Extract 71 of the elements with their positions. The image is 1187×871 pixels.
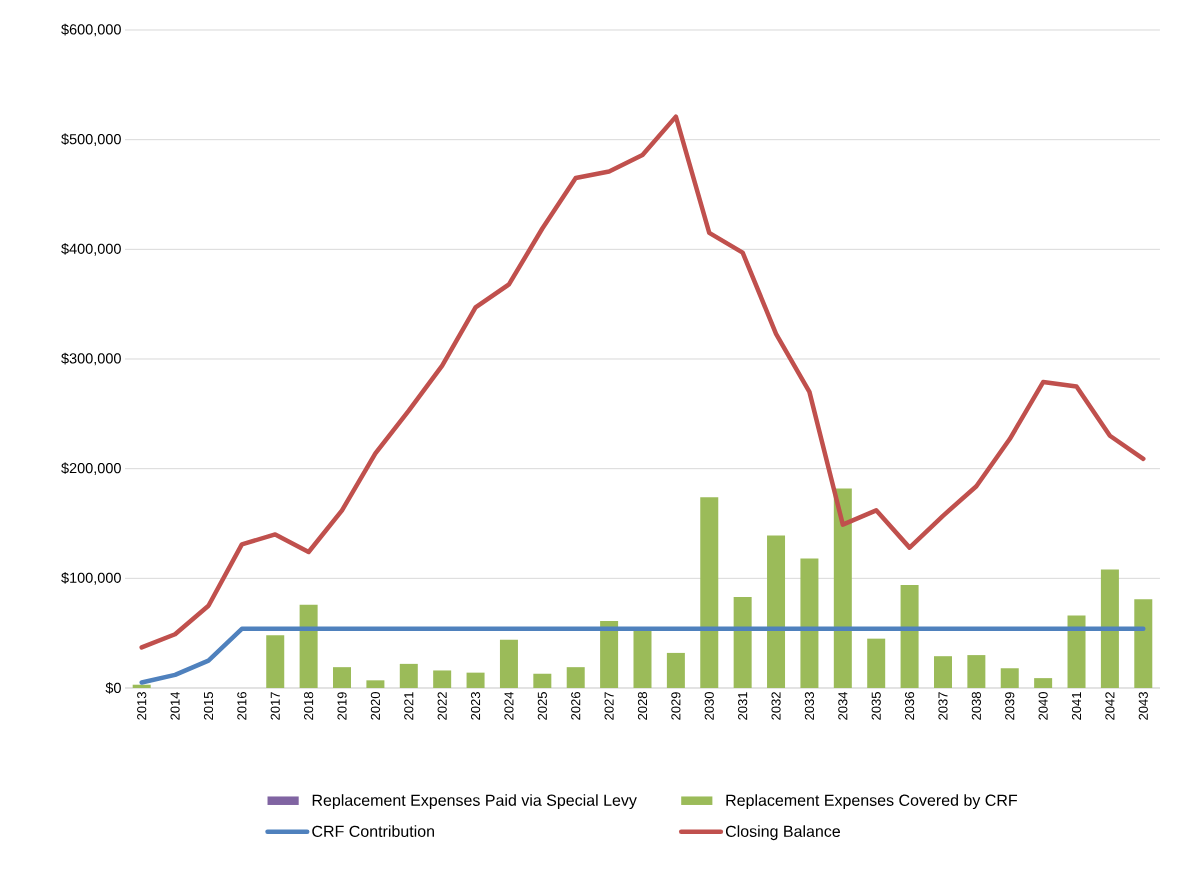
x-tick-label: 2031 — [738, 692, 748, 720]
x-tick-label: 2035 — [871, 692, 881, 720]
bar — [266, 635, 285, 688]
line-series — [139, 114, 1146, 650]
x-tick-label: 2032 — [771, 692, 781, 720]
y-tick-label: $500,000 — [61, 133, 121, 146]
bar — [833, 488, 852, 688]
x-tick-label: 2017 — [270, 692, 280, 720]
x-tick-label: 2042 — [1105, 692, 1115, 720]
x-tick-label: 2024 — [504, 691, 514, 720]
x-tick-label: 2026 — [571, 692, 581, 720]
x-tick-label: 2018 — [304, 692, 314, 720]
y-tick-label: $0 — [105, 682, 121, 694]
x-tick-label: 2013 — [137, 692, 147, 720]
bar — [1100, 569, 1119, 688]
x-tick-label: 2022 — [437, 692, 447, 720]
x-tick-label: 2033 — [804, 692, 815, 720]
x-tick-label: 2021 — [404, 692, 414, 720]
x-tick-label: 2043 — [1138, 692, 1148, 720]
x-tick-label: 2036 — [904, 692, 915, 720]
bar — [433, 670, 452, 688]
x-tick-label: 2028 — [637, 692, 648, 720]
x-tick-label: 2034 — [838, 691, 848, 720]
bar — [666, 652, 685, 688]
legend-label: CRF Contribution — [312, 825, 434, 837]
bar — [633, 630, 652, 688]
bar — [900, 584, 919, 688]
x-tick-label: 2037 — [938, 692, 948, 720]
legend-label: Closing Balance — [725, 825, 841, 841]
y-tick-label: $300,000 — [61, 352, 121, 366]
bar — [566, 667, 585, 688]
x-tick-label: 2027 — [604, 692, 614, 720]
x-tick-label: 2041 — [1071, 692, 1082, 720]
bar — [299, 604, 318, 688]
x-tick-label: 2015 — [203, 692, 214, 720]
bar — [1000, 668, 1019, 688]
x-tick-label: 2039 — [1005, 692, 1015, 720]
bar — [1067, 615, 1086, 688]
y-tick-label: $100,000 — [61, 572, 121, 585]
bar — [700, 497, 719, 688]
bar — [1034, 678, 1053, 688]
y-tick-label: $400,000 — [61, 243, 121, 256]
bar — [733, 596, 752, 688]
bar — [800, 558, 819, 688]
legend-label: Replacement Expenses Covered by CRF — [726, 794, 1018, 810]
x-tick-label: 2016 — [237, 692, 247, 720]
x-tick-label: 2014 — [170, 691, 180, 720]
bar — [132, 684, 151, 688]
x-tick-label: 2040 — [1038, 692, 1048, 720]
x-tick-label: 2025 — [537, 692, 547, 720]
bar — [399, 663, 418, 688]
x-tick-label: 2020 — [370, 692, 380, 720]
bar — [767, 535, 786, 688]
y-tick-label: $200,000 — [61, 462, 121, 475]
bar — [499, 639, 518, 688]
y-tick-label: $600,000 — [61, 23, 121, 37]
bar — [933, 656, 952, 688]
x-tick-label: 2023 — [470, 692, 481, 720]
x-tick-label: 2038 — [971, 692, 981, 720]
x-tick-label: 2030 — [704, 692, 714, 720]
bar — [533, 673, 552, 688]
x-tick-label: 2019 — [337, 692, 347, 720]
bar — [366, 680, 385, 688]
bar — [1134, 599, 1153, 688]
bar — [466, 672, 485, 688]
bar — [333, 667, 352, 688]
bar — [867, 638, 886, 688]
legend-label: Replacement Expenses Paid via Special Levy — [312, 794, 637, 810]
bar — [600, 621, 619, 688]
x-tick-label: 2029 — [671, 692, 681, 720]
bar — [967, 655, 986, 688]
